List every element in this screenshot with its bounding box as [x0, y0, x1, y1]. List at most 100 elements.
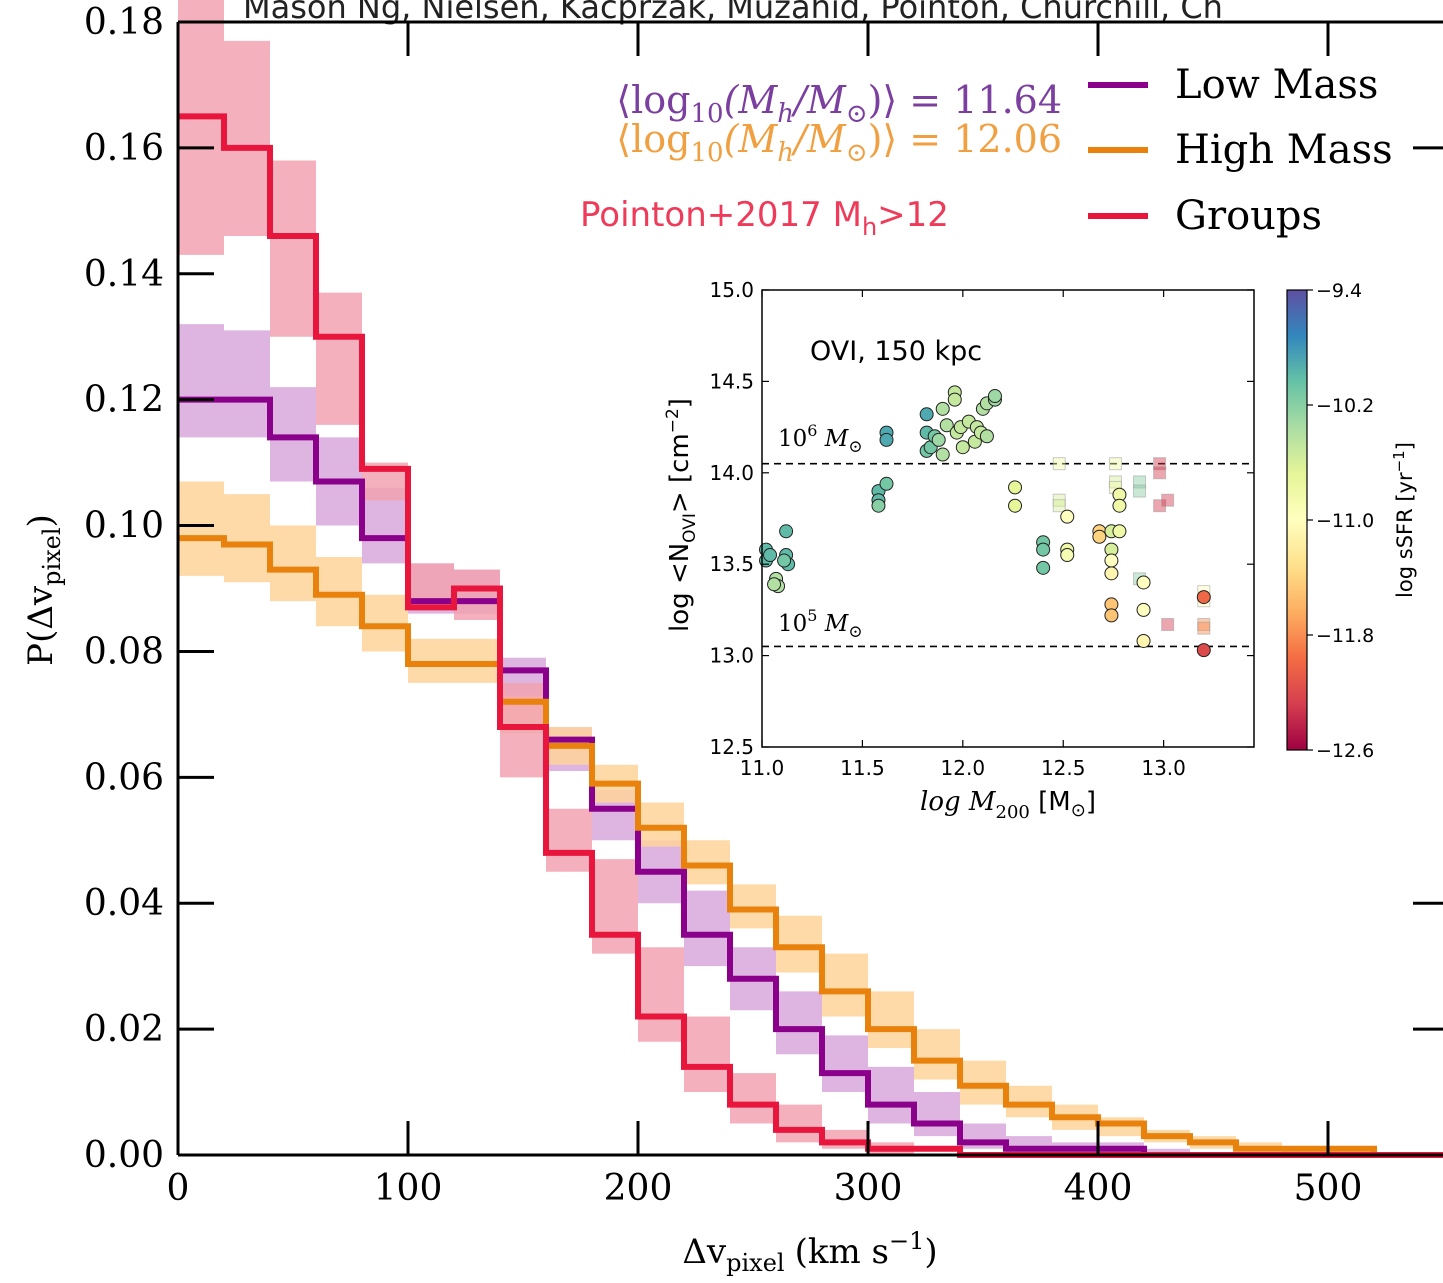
circle-point [767, 577, 782, 592]
circle-point [1092, 529, 1107, 544]
inset-x-label-sub: 200 [996, 802, 1030, 823]
x-axis-label: Δvpixel (km s−1) [682, 1227, 937, 1277]
circle-point [879, 432, 894, 447]
legend-label-groups: Groups [1175, 193, 1322, 239]
ref-label-1e6: 106 M⊙ [778, 421, 863, 457]
circle-point [1060, 548, 1075, 563]
annotation-low-mass-suffix: )⟩ = 11.64 [868, 78, 1062, 122]
square-point [1161, 493, 1175, 507]
inset-label: OVI, 150 kpc [810, 336, 982, 367]
circle-point [1104, 608, 1119, 623]
circle-point [939, 418, 954, 433]
inset-reference-lines [762, 462, 1254, 648]
circle-point [777, 553, 792, 568]
annotation-pointon-text: Pointon+2017 M [580, 195, 862, 235]
square-point [1197, 621, 1211, 635]
inset-x-tick-label: 12.5 [1041, 756, 1086, 780]
colorbar-label: log sSFR [yr−1] [1390, 442, 1417, 598]
inset-x-label-main: log M [920, 787, 997, 817]
colorbar-tick-label: −12.6 [1316, 740, 1374, 762]
x-axis-label-main: Δv [682, 1232, 727, 1272]
y-tick-label: 0.12 [84, 380, 164, 421]
circle-point [1104, 553, 1119, 568]
y-tick-label: 0.00 [84, 1135, 164, 1176]
annotation-low-mass: ⟨log10(Mh/M⊙)⟩ = 11.64 [616, 78, 1062, 129]
inset-y-tick-label: 13.5 [709, 552, 754, 576]
circle-point [763, 548, 778, 563]
annotation-high-mass-msub: h [777, 138, 794, 168]
x-tick-label: 100 [374, 1168, 443, 1209]
line-low-mass [178, 396, 1443, 1158]
x-tick-label: 200 [604, 1168, 673, 1209]
ref-label-1e6-exp: 6 [807, 421, 817, 440]
ref-label-1e5-sun: ⊙ [848, 622, 862, 642]
square-point [1108, 457, 1122, 471]
circle-point [919, 407, 934, 422]
circle-point [1104, 566, 1119, 581]
annotation-low-mass-sub: 10 [690, 99, 723, 129]
y-tick-label: 0.14 [84, 254, 164, 295]
circle-point [987, 389, 1002, 404]
x-tick-label: 400 [1064, 1168, 1133, 1209]
tick-labels: 0 100 200 300 400 500 0.00 0.02 0.04 0.06 0.08 0.10… [84, 2, 1363, 1209]
ref-label-1e6-base: 10 [778, 426, 807, 452]
band-high-mass [178, 481, 1443, 1155]
annotation-low-mass-sep: /M [790, 78, 847, 122]
inset-y-tick-label: 15.0 [709, 278, 754, 302]
inset-x-label-unit: [M [1030, 787, 1071, 817]
annotation-low-mass-sun: ⊙ [846, 99, 868, 129]
y-tick-label: 0.16 [84, 128, 164, 169]
annotation-low-mass-msub: h [777, 99, 794, 129]
x-tick-label: 500 [1294, 1168, 1363, 1209]
inset-y-label-sub: OVI [680, 513, 700, 543]
band-low-mass [178, 324, 1443, 1155]
circle-point [871, 498, 886, 513]
square-point [1052, 499, 1066, 513]
circle-point [1008, 480, 1023, 495]
circle-point [1036, 542, 1051, 557]
circle-point [1036, 560, 1051, 575]
y-axis-label-sub: pixel [38, 527, 66, 585]
error-bands [178, 0, 1443, 1155]
x-axis-label-unit-end: ) [924, 1232, 937, 1272]
annotation-high-mass-sub: 10 [690, 138, 723, 168]
circle-point [779, 524, 794, 539]
annotation-high-mass-sun: ⊙ [846, 138, 868, 168]
circle-point [935, 401, 950, 416]
inset-x-label-sun: ⊙ [1071, 800, 1086, 821]
inset-x-tick-label: 13.0 [1141, 756, 1186, 780]
inset-x-label-end: ] [1086, 787, 1096, 817]
inset-chart: 11.0 11.5 12.0 12.5 13.0 12.5 13.0 13.5 14.0 14.5… [663, 262, 1443, 823]
circle-point [1136, 575, 1151, 590]
ref-label-1e5-base: 10 [778, 611, 807, 637]
inset-y-label-end: ] [665, 398, 695, 408]
square-point [1153, 499, 1167, 513]
legend-label-high-mass: High Mass [1175, 127, 1393, 173]
x-axis-label-sub: pixel [726, 1249, 784, 1277]
line-high-mass [178, 535, 1443, 1158]
inset-x-axis-label: log M200 [M⊙] [920, 787, 1096, 823]
circle-point [955, 440, 970, 455]
colorbar-tick-label: −11.0 [1316, 510, 1374, 532]
annotation-pointon-sub: h [862, 213, 877, 241]
inset-x-tick-label: 12.0 [941, 756, 986, 780]
circle-point [947, 392, 962, 407]
inset-points [759, 385, 1211, 658]
inset-frame [761, 289, 1255, 748]
circle-point [1008, 498, 1023, 513]
legend: Low Mass High Mass Groups [1088, 62, 1393, 239]
annotation-high-mass-suffix: )⟩ = 12.06 [868, 117, 1062, 161]
annotation-high-mass-sep: /M [790, 117, 847, 161]
annotation-high-mass: ⟨log10(Mh/M⊙)⟩ = 12.06 [616, 117, 1062, 168]
inset-y-label-exp: −2 [663, 408, 683, 433]
square-point [1052, 457, 1066, 471]
x-tick-label: 300 [834, 1168, 903, 1209]
annotation-high-mass-mid: (M [724, 117, 779, 161]
circle-point [879, 476, 894, 491]
annotation-pointon: Pointon+2017 Mh>12 [580, 195, 949, 241]
ref-label-1e6-sun: ⊙ [848, 437, 862, 457]
annotation-high-mass-prefix: ⟨log [616, 117, 690, 161]
colorbar-ticks: −9.4 −10.2 −11.0 −11.8 −12.6 [1307, 280, 1374, 762]
x-axis-label-unit-exp: −1 [889, 1227, 924, 1255]
colorbar [1286, 289, 1308, 751]
